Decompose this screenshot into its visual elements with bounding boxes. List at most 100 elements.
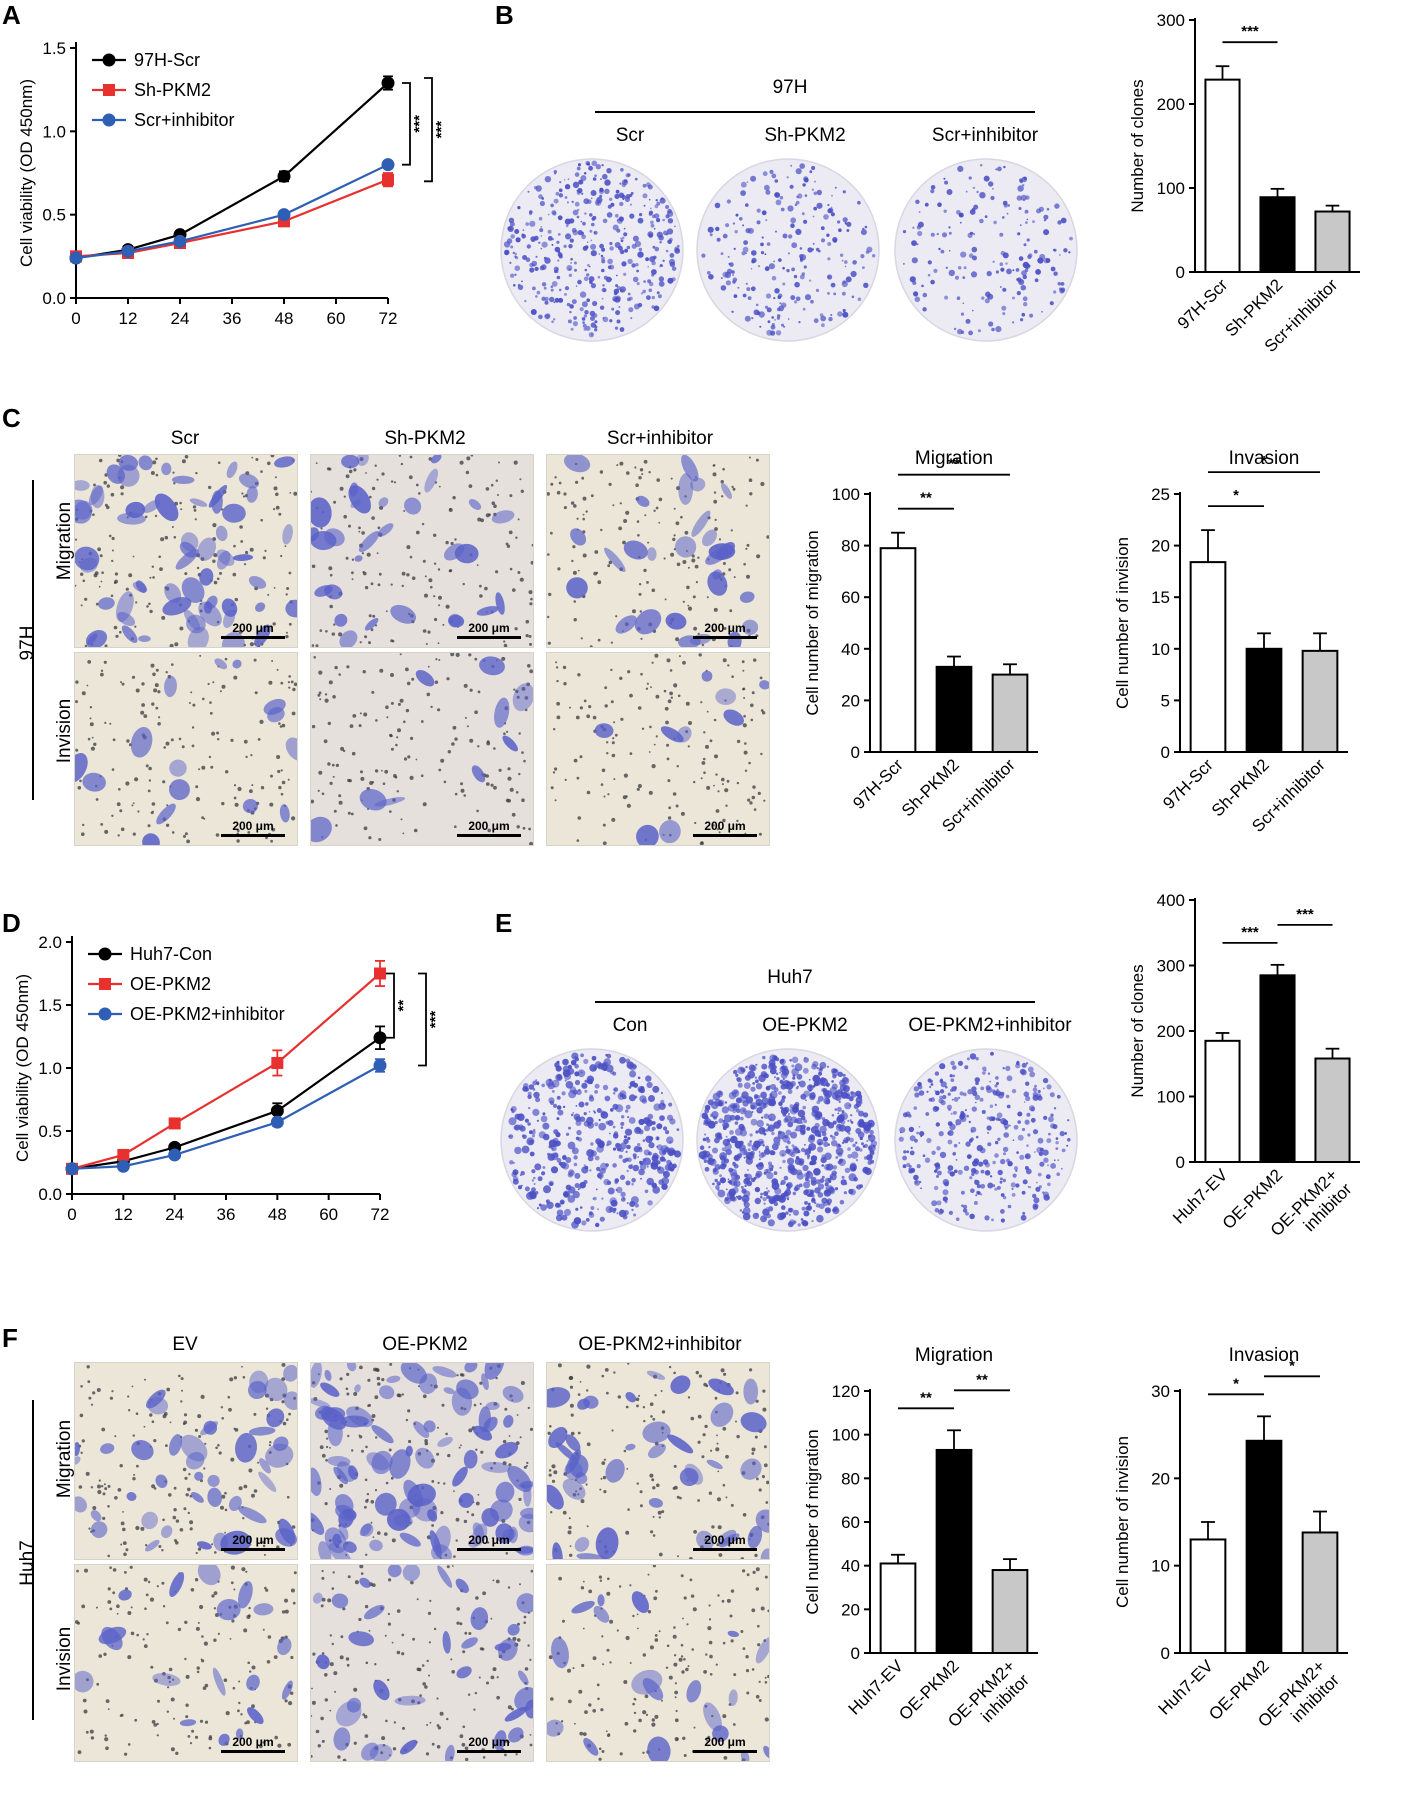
colony — [583, 314, 588, 318]
pore — [493, 747, 496, 750]
pore — [680, 811, 685, 816]
x-tick-label: 12 — [119, 309, 138, 328]
colony — [947, 1165, 954, 1171]
colony — [1067, 1138, 1071, 1142]
colony — [842, 1085, 850, 1093]
pore — [200, 1394, 205, 1399]
pore — [508, 1435, 511, 1437]
stained-cell — [189, 498, 208, 507]
colony — [773, 1171, 778, 1175]
pore — [700, 777, 703, 780]
colony — [529, 1191, 537, 1200]
colony — [590, 239, 593, 242]
pore — [158, 555, 161, 559]
colony — [937, 202, 942, 207]
colony — [598, 253, 601, 255]
colony — [803, 1189, 809, 1196]
colony — [522, 229, 525, 231]
colony — [797, 1150, 801, 1154]
colony — [816, 1067, 819, 1070]
pore — [650, 1530, 654, 1534]
colony — [600, 1110, 605, 1116]
colony — [791, 267, 795, 272]
colony — [773, 297, 776, 300]
pore — [160, 537, 165, 542]
pore — [284, 1598, 288, 1603]
pore — [491, 1537, 494, 1540]
pore — [451, 1565, 454, 1567]
pore — [81, 691, 86, 696]
stained-cell — [207, 1487, 223, 1507]
colony — [568, 268, 571, 271]
colony — [1043, 219, 1047, 222]
colony — [665, 249, 669, 253]
pore — [516, 825, 520, 829]
colony — [922, 292, 928, 298]
colony — [616, 1212, 619, 1215]
pore — [667, 779, 671, 783]
colony — [821, 1117, 826, 1121]
colony — [580, 1053, 584, 1058]
pore — [724, 788, 729, 793]
colony — [540, 235, 543, 237]
stained-cell — [404, 497, 422, 515]
data-point — [121, 244, 135, 258]
pore — [466, 725, 469, 728]
colony — [817, 1095, 824, 1102]
colony — [826, 1198, 833, 1204]
colony — [792, 1145, 798, 1151]
pore — [228, 1407, 232, 1412]
pore — [212, 537, 217, 541]
pore — [437, 568, 441, 571]
colony — [926, 1090, 929, 1093]
pore — [238, 1701, 241, 1705]
colony — [962, 302, 965, 305]
pore — [273, 508, 276, 511]
pore — [124, 1571, 127, 1574]
colony — [626, 1144, 631, 1150]
colony — [842, 291, 846, 296]
stained-cell — [720, 483, 733, 499]
pore — [262, 1741, 265, 1744]
scale-bar: 200 μm — [221, 621, 285, 639]
colony — [714, 1178, 718, 1183]
pore — [242, 495, 246, 498]
colony — [833, 292, 837, 296]
pore — [89, 706, 93, 709]
stained-cell — [707, 571, 728, 596]
pore — [556, 715, 561, 720]
pore — [279, 725, 283, 728]
pore — [763, 799, 766, 802]
colony — [668, 1150, 674, 1157]
colony — [823, 1084, 826, 1087]
pore — [440, 1511, 444, 1515]
colony — [950, 1060, 955, 1066]
colony — [804, 1153, 807, 1156]
pore — [705, 1384, 709, 1388]
colony — [1042, 1077, 1049, 1084]
colony — [571, 299, 577, 305]
colony — [562, 1105, 566, 1109]
stained-cell — [716, 542, 735, 561]
pore — [485, 513, 490, 518]
colony — [751, 259, 755, 264]
panel-e-dishes: Huh7 Con OE-PKM2 OE-PKM2+inhibitor — [495, 955, 1085, 1245]
colony — [768, 1164, 774, 1170]
colony — [984, 215, 988, 218]
colony — [821, 238, 825, 243]
pore — [203, 1641, 208, 1646]
colony — [1048, 1132, 1051, 1136]
pore — [756, 554, 761, 559]
stained-cell — [171, 475, 195, 485]
colony — [820, 226, 825, 231]
pore — [217, 738, 220, 741]
pore — [460, 782, 464, 786]
pore — [158, 716, 161, 719]
pore — [251, 784, 254, 787]
pore — [528, 634, 532, 638]
colony — [1019, 224, 1022, 226]
colony — [837, 1112, 840, 1115]
colony — [908, 1168, 914, 1174]
pore — [243, 563, 247, 566]
